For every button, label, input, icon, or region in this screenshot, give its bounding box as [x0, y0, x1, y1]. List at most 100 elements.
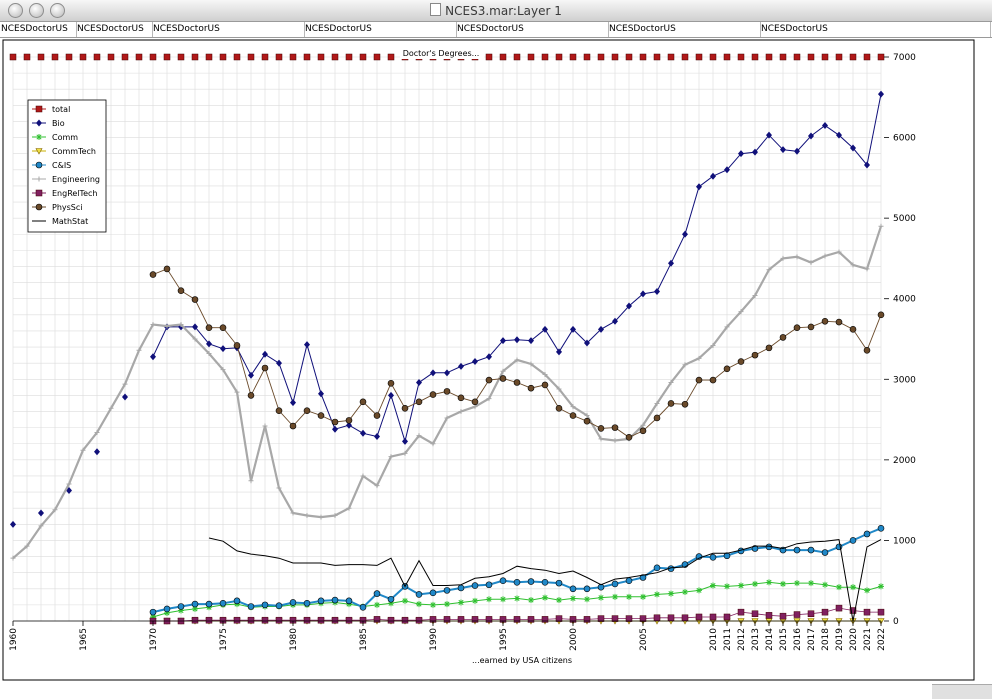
point-total — [821, 53, 829, 61]
point-physsci — [555, 404, 563, 412]
point-c-is — [233, 597, 241, 605]
point-total — [387, 53, 395, 61]
point-comm — [514, 595, 520, 602]
point-comm — [878, 583, 884, 590]
point-physsci — [653, 414, 661, 422]
point-comm — [570, 595, 576, 602]
point-comm — [402, 597, 408, 604]
tab-layer-4[interactable]: NCESDoctorUS — [304, 22, 457, 37]
point-physsci — [723, 365, 731, 373]
close-window-button[interactable] — [8, 3, 23, 18]
point-comm — [556, 597, 562, 604]
zoom-window-button[interactable] — [50, 3, 65, 18]
point-bio — [710, 172, 716, 180]
tab-layer-6[interactable]: NCESDoctorUS — [608, 22, 761, 37]
point-engineering — [318, 514, 324, 520]
point-total — [723, 53, 731, 61]
point-c-is — [177, 603, 185, 610]
point-bio — [640, 290, 646, 298]
point-engineering — [444, 415, 450, 421]
y-tick-label: 3000 — [893, 375, 916, 385]
tab-layer-1[interactable]: NCESDoctorUS — [0, 22, 77, 37]
x-tick-label: 2005 — [639, 628, 649, 651]
point-engreltech — [695, 613, 703, 621]
legend-label: Engineering — [52, 175, 100, 184]
point-total — [289, 53, 297, 61]
point-physsci — [849, 326, 857, 333]
resize-handle[interactable] — [932, 684, 992, 699]
point-bio — [850, 144, 856, 152]
point-engineering — [612, 438, 618, 444]
point-total — [737, 53, 745, 61]
point-c-is — [303, 599, 311, 607]
point-bio — [290, 399, 296, 407]
legend-item-mathstat: MathStat — [32, 217, 88, 226]
point-comm — [682, 588, 688, 595]
x-tick-label: 1985 — [359, 628, 369, 651]
point-bio — [220, 345, 226, 353]
point-comm — [808, 580, 814, 587]
point-engreltech — [597, 615, 605, 622]
point-total — [359, 53, 367, 61]
y-tick-label: 6000 — [893, 134, 916, 144]
point-engineering — [360, 473, 366, 479]
point-comm — [416, 601, 422, 608]
point-physsci — [877, 311, 885, 319]
point-physsci — [527, 384, 535, 392]
ticks: 0 1000 2000 3000 4000 5000 6000 7000 1960 1965 197… — [9, 53, 916, 651]
point-physsci — [275, 407, 283, 415]
legend-item-comm: Comm — [32, 133, 78, 142]
point-comm — [486, 596, 492, 603]
point-engreltech — [863, 608, 871, 616]
point-engreltech — [527, 616, 535, 623]
tab-layer-2[interactable]: NCESDoctorUS — [76, 22, 153, 37]
point-total — [9, 53, 17, 61]
point-total — [695, 53, 703, 61]
x-tick-label: 2016 — [793, 628, 803, 651]
point-c-is — [457, 584, 465, 592]
x-tick-label: 2017 — [807, 628, 817, 651]
point-comm — [584, 596, 590, 603]
point-comm — [696, 587, 702, 594]
minimize-window-button[interactable] — [29, 3, 44, 18]
point-bio — [360, 429, 366, 437]
grid — [12, 56, 882, 622]
point-total — [163, 53, 171, 61]
legend-label: Comm — [52, 133, 78, 142]
point-total — [135, 53, 143, 61]
point-physsci — [499, 375, 507, 382]
legend-item-c-is: C&IS — [32, 161, 71, 170]
legend: total Bio Comm CommTech C&IS Engineering EngRe… — [27, 99, 107, 233]
point-engineering — [388, 454, 394, 460]
point-bio — [402, 437, 408, 445]
point-total — [219, 53, 227, 61]
point-engreltech — [443, 616, 451, 623]
point-physsci — [345, 417, 353, 424]
point-bio — [458, 362, 464, 370]
point-total — [583, 53, 591, 61]
x-tick-label: 1995 — [499, 628, 509, 651]
point-physsci — [401, 404, 409, 412]
point-c-is — [163, 605, 171, 613]
point-physsci — [261, 364, 269, 372]
point-total — [807, 53, 815, 61]
point-total — [23, 53, 31, 61]
point-comm — [598, 594, 604, 601]
point-c-is — [723, 552, 731, 560]
x-tick-label: 2015 — [779, 628, 789, 651]
tab-layer-3[interactable]: NCESDoctorUS — [152, 22, 305, 37]
tab-layer-7[interactable]: NCESDoctorUS — [760, 22, 991, 37]
point-engineering — [752, 292, 758, 298]
point-engineering — [878, 223, 884, 229]
x-tick-label: 1990 — [429, 628, 439, 651]
point-physsci — [205, 324, 213, 332]
tab-layer-5[interactable]: NCESDoctorUS — [456, 22, 609, 37]
point-engreltech — [751, 610, 759, 617]
point-bio — [248, 371, 254, 379]
point-bio — [430, 369, 436, 377]
point-physsci — [177, 287, 185, 294]
point-physsci — [737, 358, 745, 365]
point-total — [37, 53, 45, 61]
point-bio — [794, 147, 800, 155]
point-bio — [472, 358, 478, 366]
